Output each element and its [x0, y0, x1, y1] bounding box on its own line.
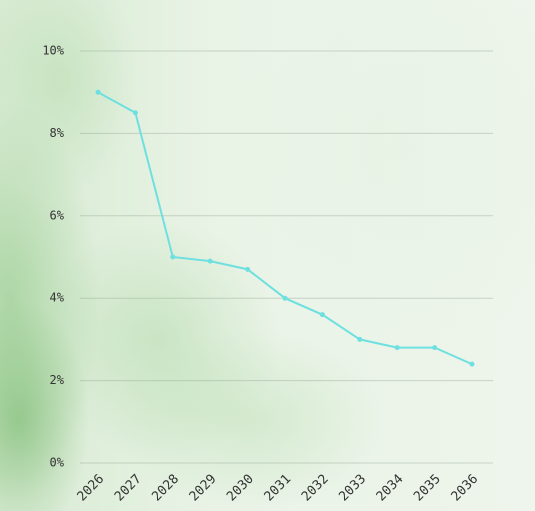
point — [432, 345, 438, 351]
y-tick-label: 2% — [50, 373, 65, 387]
y-tick-label: 6% — [50, 208, 65, 222]
point — [469, 361, 475, 367]
y-tick-label: 4% — [50, 291, 65, 305]
y-tick-label: 0% — [50, 456, 65, 470]
x-tick-label: 2028 — [149, 472, 182, 505]
x-tick-label: 2026 — [75, 472, 108, 505]
point — [357, 336, 363, 342]
x-tick-label: 2029 — [187, 472, 220, 505]
x-tick-label: 2032 — [299, 472, 332, 505]
point — [245, 266, 251, 272]
point — [207, 258, 213, 264]
point — [95, 89, 101, 95]
x-tick-label: 2034 — [374, 472, 407, 505]
y-tick-label: 10% — [42, 44, 64, 58]
point — [132, 110, 138, 116]
x-tick-label: 2031 — [262, 472, 295, 505]
point — [319, 312, 325, 318]
point — [394, 345, 400, 351]
point — [282, 295, 288, 301]
x-tick-label: 2027 — [112, 472, 145, 505]
x-tick-label: 2035 — [411, 472, 444, 505]
x-tick-label: 2033 — [336, 472, 369, 505]
point — [170, 254, 176, 260]
y-tick-label: 8% — [50, 126, 65, 140]
x-tick-label: 2036 — [449, 472, 482, 505]
x-tick-label: 2030 — [224, 472, 257, 505]
